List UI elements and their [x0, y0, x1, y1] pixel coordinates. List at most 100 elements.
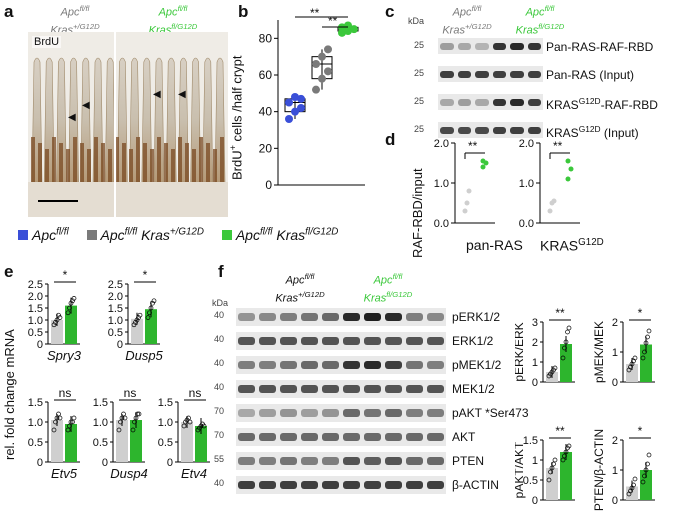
y-tick-label: 0.5: [108, 327, 123, 339]
crypt-shape: [143, 143, 147, 182]
kda-marker: 25: [414, 96, 425, 106]
data-point: [56, 411, 61, 417]
arrowhead-icon: ◀: [153, 89, 161, 100]
y-tick-label: 0.0: [434, 218, 449, 230]
y-tick-label: 1: [532, 357, 538, 369]
scale-bar: [38, 200, 78, 202]
kda-marker: 70: [214, 430, 225, 440]
data-point: [566, 325, 572, 331]
villus-shape: [104, 57, 116, 183]
data-point: [312, 60, 320, 68]
data-point: [67, 423, 72, 429]
data-point: [318, 52, 326, 61]
legend-item-hom: Apcfl/fl Krasfl/G12D: [221, 226, 338, 243]
histology-image: BrdU ◀ ◀ ◀ ◀: [28, 32, 228, 217]
blot-band: [238, 433, 255, 442]
blot-band: [280, 313, 297, 322]
data-point: [67, 305, 72, 311]
blot-band: [385, 337, 402, 346]
blot-band: [259, 457, 276, 466]
blot-band: [259, 385, 276, 394]
y-tick-label: 1.0: [519, 178, 534, 190]
data-point: [68, 300, 74, 306]
data-point: [136, 411, 142, 417]
data-point: [549, 465, 555, 471]
panel-d-ylabel: RAF-RBD/input: [410, 168, 425, 258]
crypt-shape: [101, 143, 105, 182]
blot-band: [457, 70, 471, 78]
blot-band: [510, 42, 524, 50]
blot-band: [301, 313, 318, 322]
data-point: [344, 27, 352, 35]
blot-band: [259, 409, 276, 418]
kda-marker: 40: [214, 358, 225, 368]
blot-band: [406, 457, 423, 466]
sig-label: **: [553, 139, 563, 153]
sig-label: ns: [124, 386, 137, 400]
blot-band: [492, 126, 506, 134]
blot-band: [364, 385, 381, 394]
crypt-shape: [150, 149, 154, 182]
data-point: [547, 208, 553, 214]
y-tick-label: 1.5: [108, 303, 123, 315]
blot-row-label: pERK1/2: [452, 310, 501, 324]
blot-band: [385, 457, 402, 466]
panel-a-genotype-right: Apcfl/fl Krasfl/G12D: [148, 4, 198, 37]
blot-band: [527, 42, 541, 50]
sig-label: *: [638, 306, 643, 320]
blot-band: [406, 337, 423, 346]
kda-marker: 40: [214, 478, 225, 488]
data-point: [116, 427, 122, 433]
data-point: [560, 355, 566, 361]
blot-band: [343, 457, 360, 466]
blot-band: [385, 385, 402, 394]
y-tick-label: 2.0: [519, 138, 534, 150]
blot-band: [385, 361, 402, 370]
blot-band: [406, 385, 423, 394]
crypt-shape: [73, 137, 77, 182]
gene-label: Dusp4: [110, 466, 148, 481]
y-tick-label: 0: [117, 339, 123, 351]
data-point: [466, 188, 472, 194]
data-point: [324, 45, 332, 54]
panel-b-chart: 0 20 40 60 80 ** **: [259, 6, 365, 192]
blot-strip: [236, 452, 446, 470]
crypt-shape: [192, 149, 196, 182]
data-point: [646, 452, 652, 458]
blot-band: [406, 313, 423, 322]
kda-marker: 25: [414, 40, 425, 50]
blot-strip: [438, 66, 543, 82]
data-point: [645, 334, 650, 340]
blot-band: [364, 481, 381, 490]
bar-hom: [130, 420, 142, 462]
data-point: [640, 479, 646, 485]
data-point: [562, 453, 567, 459]
data-point: [151, 298, 157, 304]
data-point: [65, 310, 71, 316]
y-tick-label: 1.5: [28, 303, 43, 315]
y-tick-label: 1.0: [28, 315, 43, 327]
blot-band: [440, 98, 454, 106]
blot-band: [385, 313, 402, 322]
blot-band: [492, 42, 506, 50]
bar-het: [51, 420, 63, 462]
blot-row-label: KRASG12D (Input): [546, 124, 639, 140]
blot-band: [280, 337, 297, 346]
kda-marker: 40: [214, 334, 225, 344]
data-point: [118, 419, 123, 425]
y-tick-label: 80: [259, 31, 273, 45]
y-tick-label: 2.5: [108, 279, 123, 291]
data-point: [562, 345, 567, 351]
data-point: [632, 476, 638, 482]
y-tick-label: 40: [259, 105, 273, 119]
data-point: [642, 473, 647, 479]
y-tick-label: 2: [612, 317, 618, 329]
blot-band: [427, 361, 444, 370]
blot-strip: [438, 38, 543, 54]
y-tick-label: 0.5: [158, 437, 173, 449]
panel-a-letter: a: [4, 2, 14, 21]
data-point: [631, 482, 636, 488]
crypt-shape: [136, 137, 140, 182]
bar-het: [181, 422, 193, 462]
gene-label: Spry3: [47, 348, 82, 363]
